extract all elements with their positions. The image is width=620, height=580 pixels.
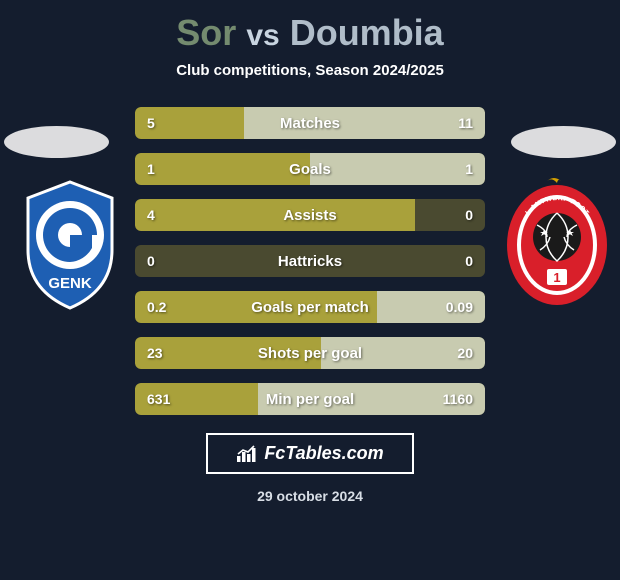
stat-label: Goals per match: [135, 299, 485, 316]
genk-crest-icon: GENK: [20, 180, 120, 310]
team2-crest: 1 ROYAL ANTWERP FOOTBALL: [502, 175, 612, 310]
stat-row: 40Assists: [135, 199, 485, 231]
infographic-container: Sor vs Doumbia Club competitions, Season…: [0, 0, 620, 580]
stat-label: Assists: [135, 207, 485, 224]
player2-name: Doumbia: [290, 12, 444, 53]
stat-label: Hattricks: [135, 253, 485, 270]
ellipse-right: [511, 126, 616, 158]
vs-text: vs: [246, 19, 279, 52]
stat-label: Min per goal: [135, 391, 485, 408]
team2-crest-label: 1: [553, 270, 560, 285]
team1-crest-label: GENK: [48, 275, 92, 292]
stat-label: Matches: [135, 115, 485, 132]
stat-row: 00Hattricks: [135, 245, 485, 277]
stat-row: 2320Shots per goal: [135, 337, 485, 369]
subtitle: Club competitions, Season 2024/2025: [176, 62, 444, 79]
stat-row: 511Matches: [135, 107, 485, 139]
comparison-title: Sor vs Doumbia: [176, 12, 443, 54]
stat-row: 11Goals: [135, 153, 485, 185]
ellipse-left: [4, 126, 109, 158]
stat-row: 0.20.09Goals per match: [135, 291, 485, 323]
stat-label: Goals: [135, 161, 485, 178]
date-text: 29 october 2024: [257, 488, 363, 504]
team1-crest: GENK: [20, 180, 120, 310]
stats-panel: 511Matches 11Goals 40Assists 00Hattricks 0.2…: [135, 107, 485, 415]
stat-row: 6311160Min per goal: [135, 383, 485, 415]
antwerp-crest-icon: 1 ROYAL ANTWERP FOOTBALL: [502, 175, 612, 310]
player1-name: Sor: [176, 12, 236, 53]
stat-label: Shots per goal: [135, 345, 485, 362]
